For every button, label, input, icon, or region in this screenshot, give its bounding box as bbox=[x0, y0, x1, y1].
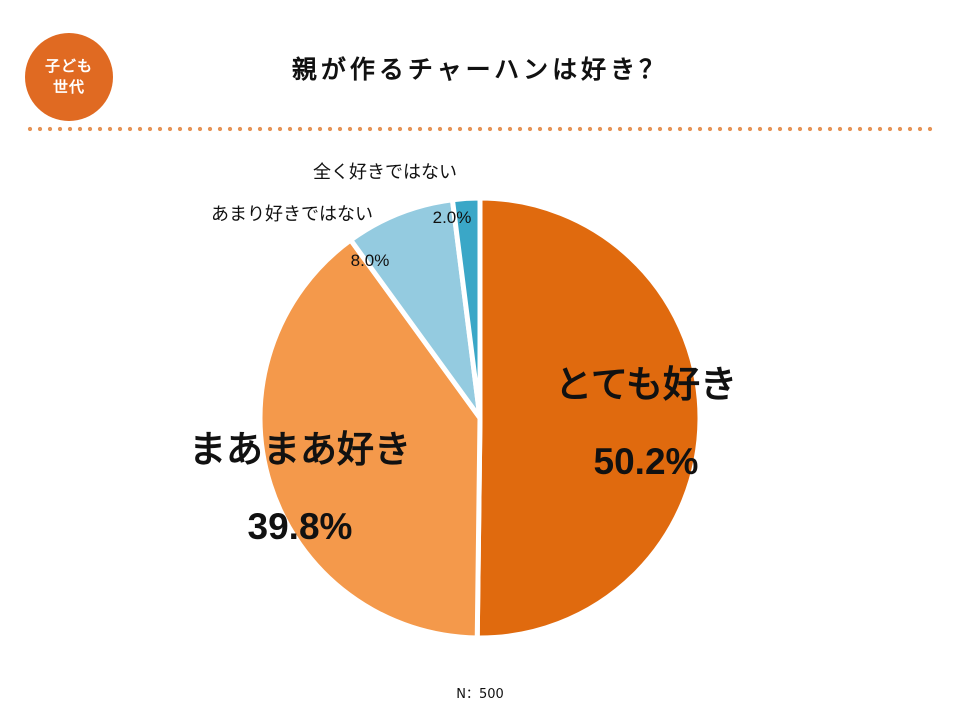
slice-value-maamaa-suki: 39.8% bbox=[248, 506, 353, 547]
slice-label-amari-suki-dewanai: あまり好きではない bbox=[211, 204, 373, 225]
slice-value-totemo-suki: 50.2% bbox=[594, 441, 699, 482]
slice-label-totemo-suki: とても好き bbox=[555, 363, 737, 406]
slice-maamaa-suki bbox=[257, 237, 483, 641]
slice-mattaku-suki-dewanai bbox=[449, 195, 483, 421]
slice-value-mattaku-suki-dewanai: 2.0% bbox=[433, 208, 472, 227]
badge-line-1: 子ども bbox=[44, 57, 93, 75]
slice-label-maamaa-suki: まあまあ好き bbox=[189, 428, 411, 471]
badge-line-2: 世代 bbox=[52, 78, 85, 96]
slice-totemo-suki bbox=[474, 195, 703, 641]
slice-label-mattaku-suki-dewanai: 全く好きではない bbox=[313, 162, 457, 183]
category-badge: 子ども 世代 bbox=[25, 33, 113, 121]
chart-title: 親が作るチャーハンは好き？ bbox=[291, 55, 669, 84]
sample-size-note: N：500 bbox=[456, 687, 504, 702]
slice-value-amari-suki-dewanai: 8.0% bbox=[351, 251, 390, 270]
dotted-divider bbox=[25, 126, 935, 132]
pie-slices bbox=[257, 195, 703, 641]
